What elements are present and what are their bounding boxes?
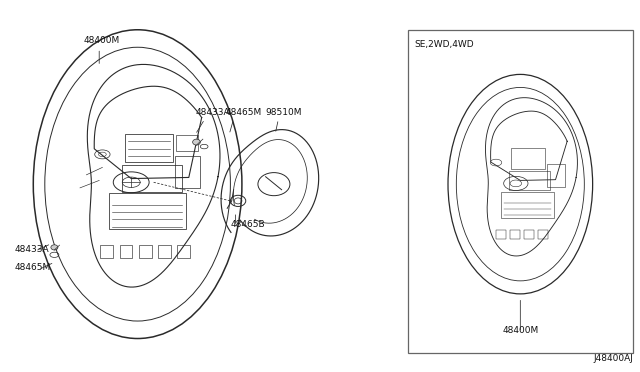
- Text: 98510M: 98510M: [266, 108, 302, 117]
- Bar: [100, 245, 113, 258]
- Bar: [177, 245, 190, 258]
- Bar: [408, 30, 633, 353]
- Text: 48465M: 48465M: [225, 108, 262, 117]
- Bar: [158, 245, 171, 258]
- Bar: [125, 134, 173, 162]
- Bar: [120, 245, 132, 258]
- Text: SE,2WD,4WD: SE,2WD,4WD: [414, 40, 474, 49]
- Text: 48400M: 48400M: [83, 36, 120, 45]
- Bar: [538, 230, 548, 239]
- Text: J48400AJ: J48400AJ: [594, 354, 634, 363]
- Bar: [511, 148, 545, 169]
- Bar: [501, 192, 554, 218]
- Text: 48400M: 48400M: [502, 326, 538, 335]
- Bar: [139, 245, 152, 258]
- Bar: [509, 171, 550, 190]
- Text: 48465B: 48465B: [230, 220, 265, 229]
- Ellipse shape: [51, 245, 58, 250]
- Bar: [524, 230, 534, 239]
- Bar: [176, 135, 198, 151]
- Text: 48433A: 48433A: [195, 108, 230, 117]
- Text: 48433A: 48433A: [14, 245, 49, 254]
- Ellipse shape: [193, 139, 200, 145]
- Bar: [122, 165, 182, 192]
- Bar: [496, 230, 506, 239]
- Bar: [547, 164, 565, 187]
- Bar: [175, 156, 200, 188]
- Bar: [510, 230, 520, 239]
- Bar: [109, 193, 186, 229]
- Text: 48465M: 48465M: [14, 263, 51, 272]
